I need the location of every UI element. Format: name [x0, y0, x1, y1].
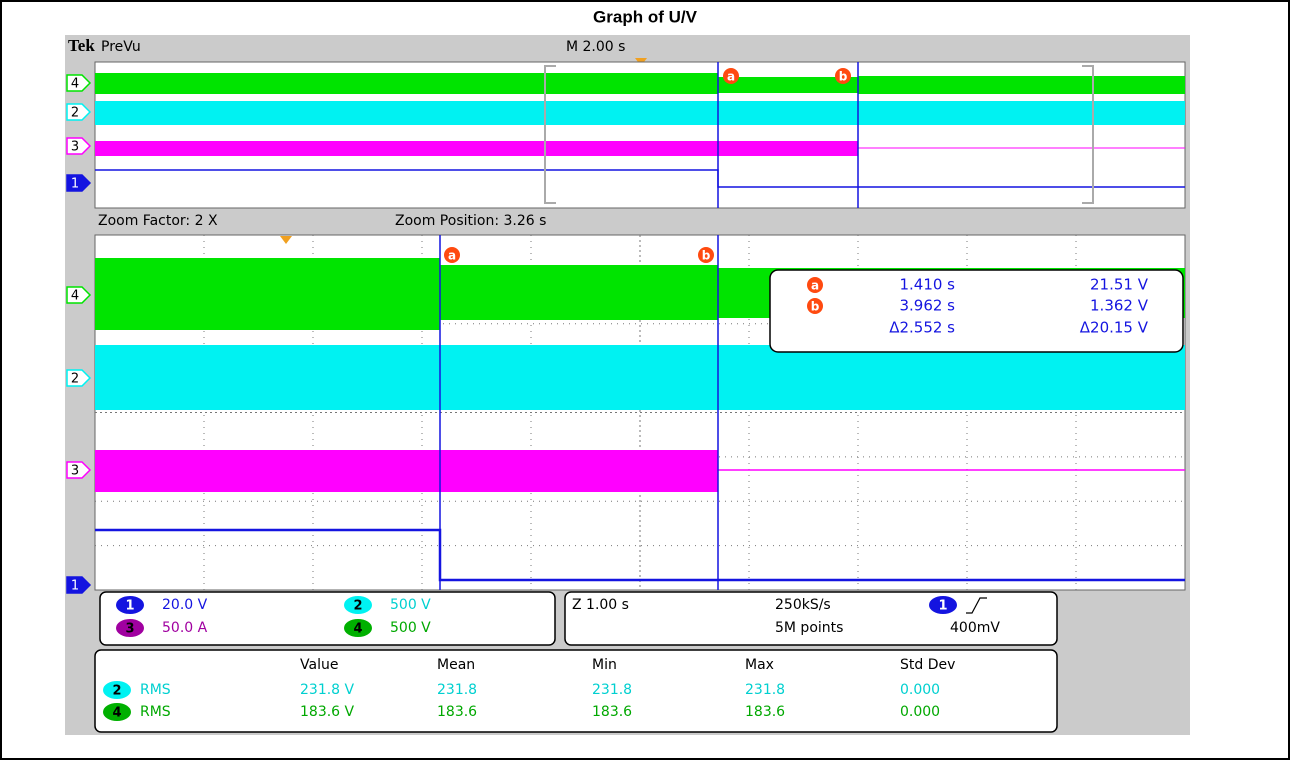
readout-value: 21.51 V: [1090, 276, 1149, 294]
channel-badge-label: 2: [353, 599, 362, 614]
waveform-band: [95, 450, 718, 492]
brand: Tek: [68, 36, 95, 55]
channel-badge: [103, 681, 131, 699]
waveform-band: [858, 76, 1185, 94]
measurement-cell: 231.8: [437, 682, 477, 698]
zoom-factor: Zoom Factor: 2 X: [98, 213, 218, 229]
channel-marker: [66, 286, 92, 304]
measurement-header: Mean: [437, 657, 475, 673]
channel-marker-label: 4: [71, 77, 79, 92]
channel-badge: [929, 596, 957, 614]
channel-badge: [103, 703, 131, 721]
zoom-bracket: [1082, 65, 1094, 204]
cursor-marker: [698, 247, 714, 263]
waveform-band: [95, 258, 440, 330]
cursor-marker-label: a: [727, 70, 735, 84]
measurement-cell: 183.6: [592, 704, 632, 720]
channel-marker: [66, 74, 92, 92]
measurement-table: [94, 649, 1058, 733]
record-length: 5M points: [775, 620, 843, 636]
waveform-band: [95, 345, 1185, 410]
channel-marker-label: 1: [71, 177, 79, 192]
waveform-band: [95, 101, 1185, 125]
measurement-cell: 231.8: [592, 682, 632, 698]
channel-marker: [66, 174, 92, 192]
channel-marker-label: 2: [71, 372, 79, 387]
channel-marker-label: 3: [71, 464, 79, 479]
cursor-marker-label: a: [811, 279, 819, 293]
measurement-cell: 183.6: [745, 704, 785, 720]
readout-value: Δ20.15 V: [1080, 319, 1149, 337]
zoom-position: Zoom Position: 3.26 s: [395, 213, 546, 229]
measurement-cell: 183.6 V: [300, 704, 355, 720]
measurement-header: Min: [592, 657, 617, 673]
cursor-marker-label: a: [448, 249, 456, 263]
measurement-type: RMS: [140, 682, 171, 698]
measurement-cell: 183.6: [437, 704, 477, 720]
cursor-marker: [835, 68, 851, 84]
channel-badge-label: 2: [112, 684, 121, 699]
channel-badge: [116, 596, 144, 614]
measurement-type: RMS: [140, 704, 171, 720]
waveform-band: [440, 265, 718, 320]
measurement-cell: 0.000: [900, 682, 940, 698]
channel-marker: [66, 137, 92, 155]
cursor-marker-label: b: [702, 249, 711, 263]
readout-time: Δ2.552 s: [889, 319, 955, 337]
measurement-cell: 231.8 V: [300, 682, 355, 698]
cursor-marker: [444, 247, 460, 263]
zoom-time: Z 1.00 s: [572, 597, 629, 613]
cursor-marker-label: b: [839, 70, 848, 84]
waveform-band: [718, 77, 858, 93]
trigger-slope: [966, 597, 987, 614]
channel-badge: [344, 596, 372, 614]
trigger-position: [280, 236, 292, 244]
channel-badge: [344, 619, 372, 637]
measurement-header: Std Dev: [900, 657, 955, 673]
timebase: M 2.00 s: [566, 39, 625, 55]
channel-scale: 20.0 V: [162, 597, 208, 613]
channel-badge-label: 1: [938, 599, 947, 614]
channel-marker-label: 1: [71, 579, 79, 594]
channel-marker: [66, 576, 92, 594]
sample-rate: 250kS/s: [775, 597, 831, 613]
readout-value: 1.362 V: [1090, 297, 1149, 315]
cursor-marker: [723, 68, 739, 84]
channel-badge-label: 1: [125, 599, 134, 614]
waveform-band: [95, 141, 858, 156]
zoom-bracket: [544, 65, 556, 204]
channel-marker: [66, 369, 92, 387]
waveform-band: [95, 73, 718, 94]
title: Graph of U/V: [593, 7, 698, 26]
cursor-marker: [807, 277, 823, 293]
channel-marker-label: 4: [71, 289, 79, 304]
measurement-header: Value: [300, 657, 338, 673]
mode: PreVu: [101, 39, 141, 55]
measurement-cell: 0.000: [900, 704, 940, 720]
channel-badge-label: 3: [125, 622, 134, 637]
readout-time: 3.962 s: [899, 297, 955, 315]
channel-marker-label: 3: [71, 140, 79, 155]
cursor-marker-label: b: [811, 300, 820, 314]
measurement-header: Max: [745, 657, 774, 673]
cursor-readout: [769, 269, 1184, 353]
channel-marker-label: 2: [71, 106, 79, 121]
channel-badge-label: 4: [353, 622, 362, 637]
channel-scale: 500 V: [390, 620, 431, 636]
readout-time: 1.410 s: [899, 276, 955, 294]
channel-marker: [66, 103, 92, 121]
channel-badge: [116, 619, 144, 637]
cursor-marker: [807, 298, 823, 314]
channel-scale: 500 V: [390, 597, 431, 613]
measurement-cell: 231.8: [745, 682, 785, 698]
channel-settings: [99, 591, 556, 646]
channel-scale: 50.0 A: [162, 620, 208, 636]
trigger-level: 400mV: [950, 620, 1000, 636]
channel-badge-label: 4: [112, 706, 121, 721]
channel-marker: [66, 461, 92, 479]
